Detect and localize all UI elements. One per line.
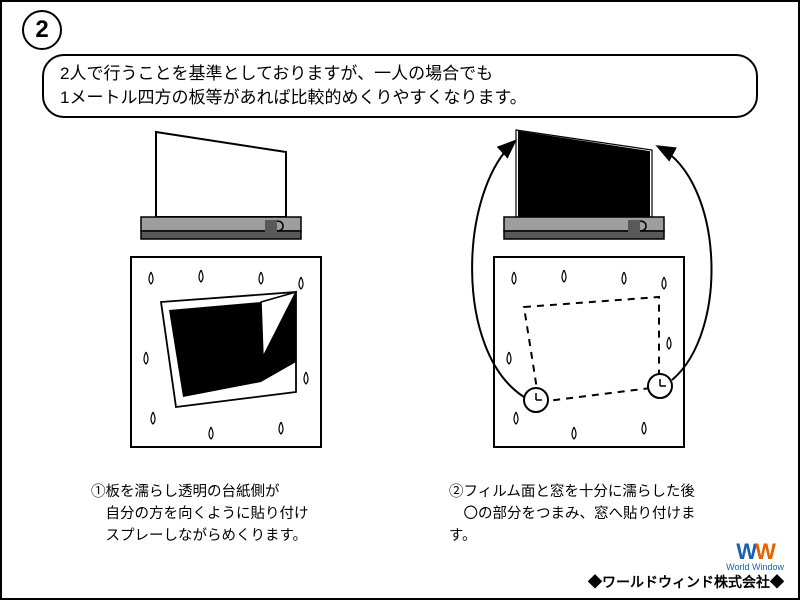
sill-base-icon <box>504 231 664 239</box>
instruction-banner: 2人で行うことを基準としておりますが、一人の場合でも1メートル四方の板等があれば… <box>42 54 758 118</box>
logo-brand-text: World Window <box>726 562 784 572</box>
sill-base-icon <box>141 231 301 239</box>
board-square <box>494 257 684 447</box>
footer-text: ◆ワールドウィンド株式会社◆ <box>588 572 784 592</box>
step-number-badge: 2 <box>22 10 62 50</box>
window-shape <box>156 132 286 217</box>
film-dark <box>169 302 261 397</box>
handle-block <box>628 220 640 232</box>
logo-ww-icon: WW <box>736 542 774 562</box>
panel-left: ①板を濡らし透明の台紙側が 自分の方を向くように貼り付け スプレーしながらめくり… <box>66 122 376 547</box>
step-number-text: 2 <box>35 16 48 44</box>
logo: WW World Window <box>726 542 784 572</box>
panel-right: ②フィルム面と窓を十分に濡らした後 〇の部分をつまみ、窓へ貼り付けます。 <box>424 122 734 547</box>
banner-text: 2人で行うことを基準としておりますが、一人の場合でも1メートル四方の板等があれば… <box>60 64 527 107</box>
handle-block <box>265 220 277 232</box>
left-diagram <box>91 122 351 472</box>
caption-right: ②フィルム面と窓を十分に濡らした後 〇の部分をつまみ、窓へ貼り付けます。 <box>449 482 709 547</box>
caption-left: ①板を濡らし透明の台紙側が 自分の方を向くように貼り付け スプレーしながらめくり… <box>91 482 351 547</box>
right-diagram <box>424 122 734 472</box>
window-shape-filled <box>516 130 652 219</box>
diagram-panels: ①板を濡らし透明の台紙側が 自分の方を向くように貼り付け スプレーしながらめくり… <box>2 122 798 547</box>
